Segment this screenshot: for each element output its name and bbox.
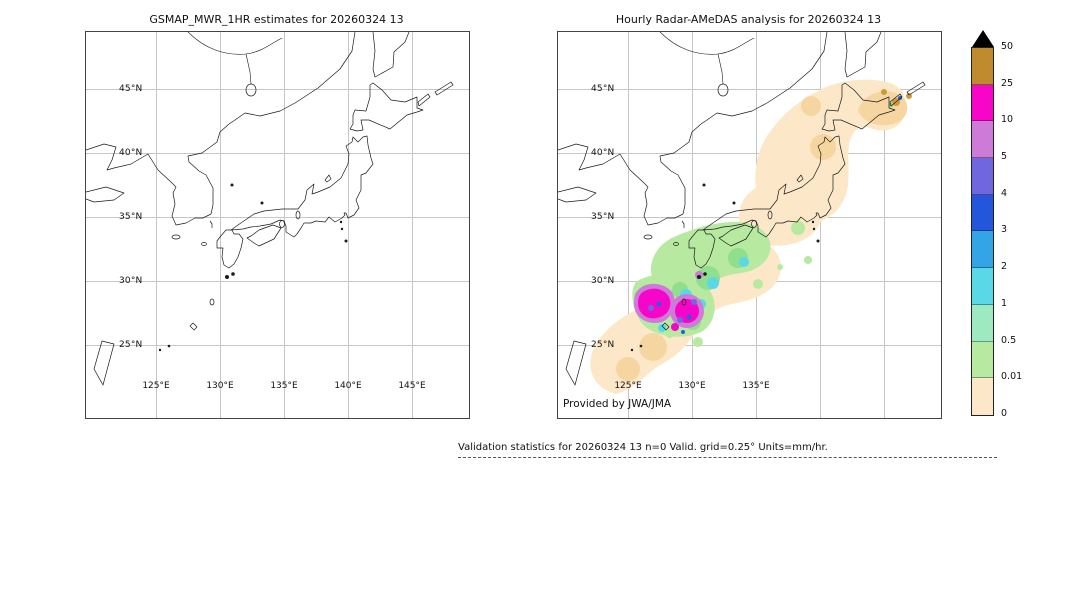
colorbar-tick-label: 5 <box>1001 151 1008 162</box>
precip-speck <box>906 93 912 99</box>
precip-patch <box>791 221 805 235</box>
colorbar: 50 25 10 5 4 3 2 1 0.5 0.01 0 <box>971 30 1022 419</box>
colorbar-tick-label: 2 <box>1001 261 1008 272</box>
left-map-canvas <box>86 32 454 386</box>
colorbar-segment <box>972 121 993 159</box>
footer-dashed-line <box>458 457 997 458</box>
gridline <box>692 32 693 418</box>
precip-patch <box>804 256 812 264</box>
lat-label: 30°N <box>591 276 615 286</box>
precip-speck <box>686 314 692 320</box>
lon-label: 125°E <box>142 381 170 391</box>
precip-magenta-group <box>638 288 699 331</box>
lat-label: 35°N <box>119 212 143 222</box>
precip-speck <box>671 323 679 331</box>
lon-label: 140°E <box>334 381 362 391</box>
colorbar-segment <box>972 194 993 232</box>
colorbar-scale <box>971 47 994 416</box>
precip-patch <box>707 277 719 289</box>
lat-label: 40°N <box>119 148 143 158</box>
precip-speck <box>691 299 697 305</box>
colorbar-tick-label: 1 <box>1001 298 1008 309</box>
lon-label: 135°E <box>270 381 298 391</box>
colorbar-tick-label: 0.5 <box>1001 335 1017 346</box>
colorbar-tick-label: 0 <box>1001 408 1008 419</box>
right-map-canvas <box>558 32 926 394</box>
gridline <box>628 32 629 418</box>
colorbar-segment <box>972 378 993 415</box>
gridline <box>86 89 469 90</box>
colorbar-segment <box>972 158 993 195</box>
gridline <box>820 32 821 418</box>
left-map-frame: 45°N 40°N 35°N 30°N 25°N 125°E 130°E 135… <box>85 31 470 419</box>
precip-patch <box>658 324 666 332</box>
precip-speck <box>677 317 683 323</box>
gridline <box>558 153 941 154</box>
lon-label: 135°E <box>742 381 770 391</box>
colorbar-tick-label: 3 <box>1001 224 1008 235</box>
precip-patch <box>810 134 836 160</box>
precip-patch <box>638 288 671 319</box>
colorbar-segment <box>972 84 993 122</box>
precip-speck <box>656 301 662 307</box>
precip-speck <box>681 330 685 334</box>
gridline <box>884 32 885 418</box>
gridline <box>558 89 941 90</box>
colorbar-segment <box>972 304 993 342</box>
colorbar-segment <box>972 341 993 379</box>
lat-label: 25°N <box>591 340 615 350</box>
gridline <box>86 153 469 154</box>
precip-patch <box>639 333 667 361</box>
precip-speck <box>881 89 887 95</box>
gridline <box>348 32 349 418</box>
left-map-title: GSMAP_MWR_1HR estimates for 20260324 13 <box>149 13 404 26</box>
colorbar-segment <box>972 231 993 269</box>
precip-patch <box>801 96 821 116</box>
precip-speck <box>898 96 902 100</box>
gridline <box>558 345 941 346</box>
lat-label: 35°N <box>591 212 615 222</box>
colorbar-tick-label: 0.01 <box>1001 371 1023 382</box>
colorbar-tick-label: 10 <box>1001 114 1014 125</box>
precip-blue-group <box>656 96 902 334</box>
colorbar-segment <box>972 268 993 305</box>
colorbar-segment <box>972 48 993 85</box>
precipitation-overlay <box>590 79 912 394</box>
lon-label: 130°E <box>206 381 234 391</box>
data-credit: Provided by JWA/JMA <box>563 398 672 410</box>
lat-label: 45°N <box>591 84 615 94</box>
lat-label: 40°N <box>591 148 615 158</box>
right-map-title: Hourly Radar-AMeDAS analysis for 2026032… <box>615 13 882 26</box>
gridline <box>86 281 469 282</box>
precip-patch <box>616 357 640 381</box>
gridline <box>86 345 469 346</box>
colorbar-tick-label: 4 <box>1001 188 1008 199</box>
gridline <box>412 32 413 418</box>
gridline <box>86 217 469 218</box>
validation-statistics-caption: Validation statistics for 20260324 13 n=… <box>458 442 828 453</box>
lat-label: 25°N <box>119 340 143 350</box>
lat-label: 30°N <box>119 276 143 286</box>
precip-patch <box>693 337 703 347</box>
precip-patch <box>777 264 783 270</box>
precip-patch <box>739 257 749 267</box>
lon-label: 125°E <box>614 381 642 391</box>
precip-patch <box>753 279 763 289</box>
precip-patch <box>675 299 699 323</box>
colorbar-overflow-triangle-icon <box>971 30 994 47</box>
precip-gold-group <box>881 89 912 106</box>
precip-patch <box>666 330 674 338</box>
lat-label: 45°N <box>119 84 143 94</box>
precip-speck <box>648 305 654 311</box>
right-map-frame: 45°N 40°N 35°N 30°N 25°N 125°E 130°E 135… <box>557 31 942 419</box>
lon-label: 145°E <box>398 381 426 391</box>
gridline <box>220 32 221 418</box>
precip-purple-group <box>648 299 697 323</box>
gridline <box>156 32 157 418</box>
colorbar-tick-label: 25 <box>1001 78 1014 89</box>
lon-label: 130°E <box>678 381 706 391</box>
colorbar-tick-label: 50 <box>1001 41 1014 52</box>
precip-trace-deep-group <box>616 91 908 381</box>
